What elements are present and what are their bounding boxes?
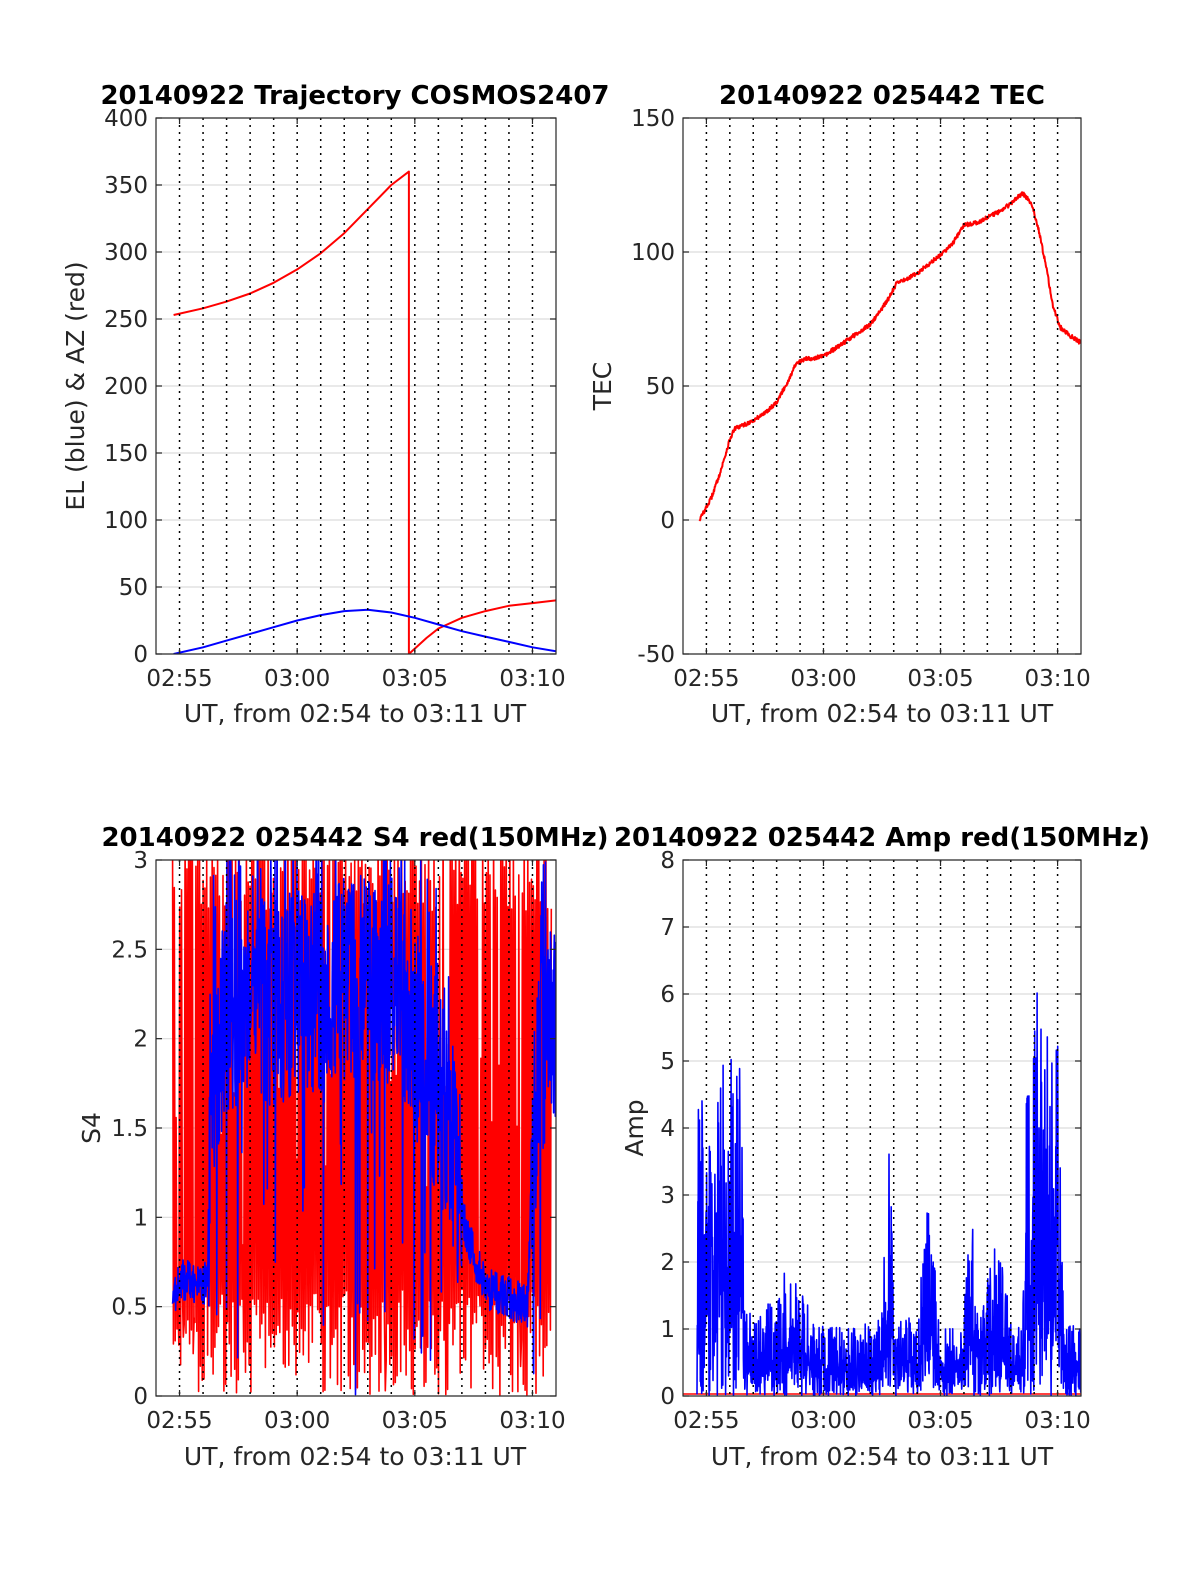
trajectory-ylabel: EL (blue) & AZ (red) [61,261,90,510]
s4-ylabel: S4 [77,1112,106,1144]
trajectory-ytick-label: 100 [104,508,148,534]
amp-plot-area [683,992,1081,1396]
amp-ytick-label: 7 [660,915,675,941]
trajectory-xtick-label: 03:00 [264,666,330,692]
tec-xtick-label: 03:00 [790,666,856,692]
s4-xtick-label: 03:05 [382,1408,448,1434]
s4-xtick-label: 03:10 [499,1408,565,1434]
tec-ylabel: TEC [588,362,617,412]
s4-ytick-label: 1.5 [111,1116,148,1142]
s4-ytick-label: 2.5 [111,937,148,963]
amp-ytick-label: 6 [660,982,675,1008]
tec-ytick-label: 150 [631,106,675,132]
trajectory-ytick-label: 200 [104,374,148,400]
tec-plot-area [698,191,1081,522]
s4-plot-area [171,860,556,1396]
tec-xtick-label: 02:55 [673,666,739,692]
trajectory-ytick-label: 150 [104,441,148,467]
amp-xtick-label: 03:05 [907,1408,973,1434]
amp-ytick-label: 5 [660,1049,675,1075]
tec-ytick-label: 0 [660,508,675,534]
amp-ytick-label: 4 [660,1116,675,1142]
trajectory-xlabel: UT, from 02:54 to 03:11 UT [184,699,527,728]
amp-xlabel: UT, from 02:54 to 03:11 UT [711,1442,1054,1471]
trajectory-title: 20140922 Trajectory COSMOS2407 [100,81,609,111]
amp-ytick-label: 3 [660,1183,675,1209]
amp-ytick-label: 0 [660,1384,675,1410]
tec-xtick-label: 03:05 [907,666,973,692]
s4-xtick-label: 03:00 [264,1408,330,1434]
trajectory-xtick-label: 03:10 [499,666,565,692]
amp-ylabel: Amp [620,1099,649,1156]
tec-xtick-label: 03:10 [1024,666,1090,692]
s4-series-blue [171,860,556,1396]
amp-ytick-label: 8 [660,848,675,874]
tec-title: 20140922 025442 TEC [719,81,1045,111]
s4-title: 20140922 025442 S4 red(150MHz) [101,823,608,853]
trajectory-panel: 20140922 Trajectory COSMOS2407 UT, from … [61,81,610,728]
s4-ytick-label: 0.5 [111,1295,148,1321]
tec-ytick-label: 50 [646,374,675,400]
tec-series-red [698,191,1081,522]
amp-panel: 20140922 025442 Amp red(150MHz) UT, from… [614,823,1150,1471]
s4-ytick-label: 0 [133,1384,148,1410]
trajectory-ytick-label: 300 [104,240,148,266]
s4-ytick-label: 1 [133,1205,148,1231]
amp-xtick-label: 03:00 [790,1408,856,1434]
trajectory-xtick-label: 02:55 [146,666,212,692]
s4-xtick-label: 02:55 [146,1408,212,1434]
tec-ytick-label: 100 [631,240,675,266]
amp-xtick-label: 02:55 [673,1408,739,1434]
amp-series-blue [696,992,1081,1396]
tec-xlabel: UT, from 02:54 to 03:11 UT [711,699,1054,728]
amp-ytick-label: 1 [660,1317,675,1343]
trajectory-ytick-label: 250 [104,307,148,333]
trajectory-ytick-label: 0 [133,642,148,668]
tec-ytick-label: -50 [637,642,675,668]
trajectory-ytick-label: 400 [104,106,148,132]
trajectory-xtick-label: 03:05 [382,666,448,692]
tec-panel: 20140922 025442 TEC UT, from 02:54 to 03… [588,81,1091,728]
s4-ytick-label: 3 [133,848,148,874]
amp-xtick-label: 03:10 [1024,1408,1090,1434]
trajectory-ytick-label: 350 [104,173,148,199]
amp-ytick-label: 2 [660,1250,675,1276]
amp-title: 20140922 025442 Amp red(150MHz) [614,823,1150,853]
s4-panel: 20140922 025442 S4 red(150MHz) UT, from … [77,823,609,1471]
trajectory-ytick-label: 50 [119,575,148,601]
s4-xlabel: UT, from 02:54 to 03:11 UT [184,1442,527,1471]
s4-ytick-label: 2 [133,1027,148,1053]
